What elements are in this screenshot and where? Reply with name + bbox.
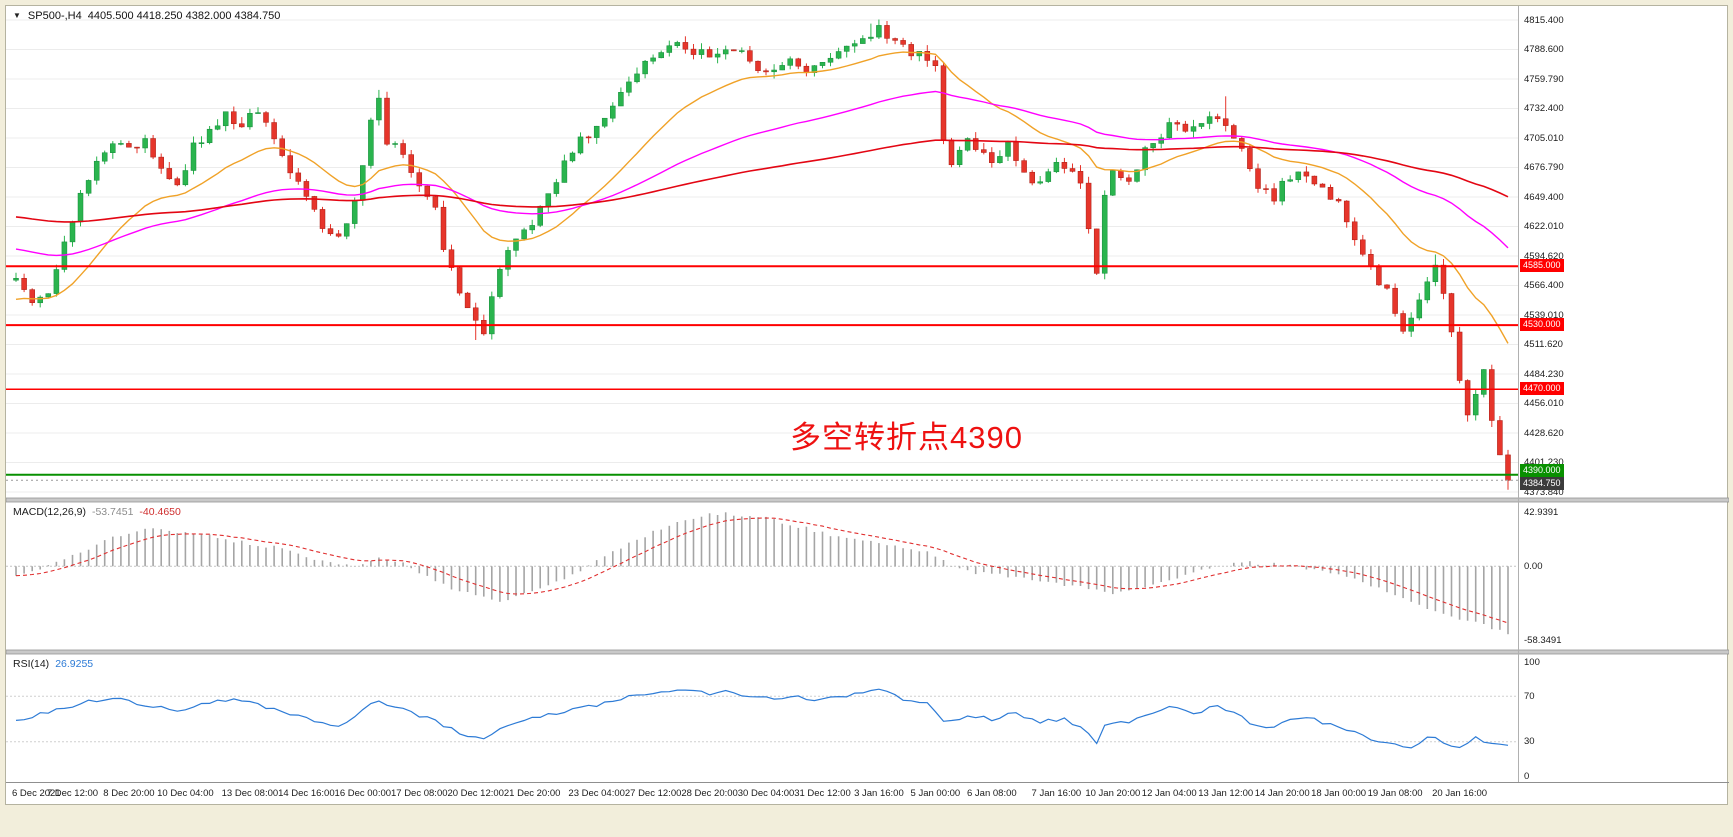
price-axis-label: 4788.600 xyxy=(1524,44,1564,55)
current-price-price-tag: 4384.750 xyxy=(1520,477,1564,491)
price-axis-label: 4732.400 xyxy=(1524,103,1564,114)
time-axis-label: 18 Jan 00:00 xyxy=(1311,788,1367,799)
macd-value-signal: -40.4650 xyxy=(139,506,181,518)
price-axis-label: 4759.790 xyxy=(1524,73,1564,85)
macd-axis-label: 0.00 xyxy=(1524,560,1543,572)
macd-axis-label: -58.3491 xyxy=(1524,634,1562,646)
macd-axis-label: 42.9391 xyxy=(1524,506,1559,518)
time-axis-label: 30 Dec 04:00 xyxy=(737,788,795,799)
price-axis-label: 4622.010 xyxy=(1524,221,1564,232)
support-4470-price-tag[interactable]: 4470.000 xyxy=(1520,382,1564,396)
time-axis-label: 19 Jan 08:00 xyxy=(1367,788,1423,799)
time-axis-label: 28 Dec 20:00 xyxy=(681,788,738,799)
time-axis-label: 13 Dec 08:00 xyxy=(221,788,279,799)
time-axis-label: 8 Dec 20:00 xyxy=(103,788,155,799)
annotation-text[interactable]: 多空转折点4390 xyxy=(790,420,1023,455)
time-axis-label: 7 Dec 12:00 xyxy=(46,788,99,799)
symbol-ohlc-values: 4405.500 4418.250 4382.000 4384.750 xyxy=(87,10,281,22)
time-axis-label: 3 Jan 16:00 xyxy=(854,788,904,799)
symbol-name: SP500-,H4 xyxy=(27,10,82,22)
turning-point-4390-price-tag[interactable]: 4390.000 xyxy=(1520,463,1564,477)
price-axis-label: 4428.620 xyxy=(1524,427,1564,439)
price-axis-label: 4815.400 xyxy=(1524,14,1564,26)
time-axis-label: 6 Jan 08:00 xyxy=(967,788,1017,799)
time-axis-label: 17 Dec 08:00 xyxy=(390,788,448,799)
time-axis-label: 31 Dec 12:00 xyxy=(794,788,851,799)
rsi-axis-label: 100 xyxy=(1524,656,1540,668)
time-axis-label: 10 Dec 04:00 xyxy=(157,788,214,799)
time-axis-label: 23 Dec 04:00 xyxy=(568,788,625,799)
time-axis-label: 14 Dec 16:00 xyxy=(278,788,335,799)
time-axis-label: 27 Dec 12:00 xyxy=(624,788,682,799)
time-axis-label: 6 Dec 2021 xyxy=(12,788,61,799)
macd-name: MACD(12,26,9) xyxy=(13,506,86,518)
price-axis-label: 4373.840 xyxy=(1524,486,1564,498)
price-axis-label: 4676.790 xyxy=(1524,162,1564,173)
time-axis-label: 7 Jan 16:00 xyxy=(1031,788,1082,799)
rsi-axis-label: 30 xyxy=(1524,736,1535,748)
price-axis-label: 4484.230 xyxy=(1524,368,1564,380)
price-axis-label: 4511.620 xyxy=(1524,339,1563,350)
time-axis-label: 10 Jan 20:00 xyxy=(1085,788,1141,799)
time-axis-label: 5 Jan 00:00 xyxy=(910,788,961,799)
time-axis-label: 20 Jan 16:00 xyxy=(1432,788,1488,799)
price-axis-label: 4705.010 xyxy=(1524,132,1564,144)
macd-value-main: -53.7451 xyxy=(91,506,134,518)
rsi-name: RSI(14) xyxy=(13,658,50,670)
symbol-header: ▼ SP500-,H4 4405.500 4418.250 4382.000 438… xyxy=(13,10,286,22)
price-axis-label: 4594.620 xyxy=(1524,250,1564,262)
resistance-4585-price-tag[interactable]: 4585.000 xyxy=(1520,259,1564,273)
price-axis-label: 4456.010 xyxy=(1524,398,1564,409)
rsi-axis-label: 0 xyxy=(1524,770,1530,782)
time-axis-label: 20 Dec 12:00 xyxy=(447,788,504,799)
rsi-axis-label: 70 xyxy=(1524,690,1535,702)
time-axis-label: 21 Dec 20:00 xyxy=(503,788,561,799)
price-axis-label: 4566.400 xyxy=(1524,280,1564,291)
axis-overlays: 4815.400 4788.600 4759.790 4732.400 4705.010… xyxy=(6,6,1729,806)
chart-canvas[interactable] xyxy=(6,6,1729,806)
time-axis-label: 14 Jan 20:00 xyxy=(1254,788,1310,799)
time-axis-label: 13 Jan 12:00 xyxy=(1198,788,1254,799)
time-axis-label: 16 Dec 00:00 xyxy=(334,788,392,799)
price-axis-label: 4401.230 xyxy=(1524,457,1564,468)
chart-window: ▼ SP500-,H4 4405.500 4418.250 4382.000 438… xyxy=(5,5,1729,806)
time-axis-label: 12 Jan 04:00 xyxy=(1141,788,1197,799)
rsi-indicator-label: RSI(14) 26.9255 xyxy=(13,658,99,670)
price-axis-label: 4539.010 xyxy=(1524,309,1564,321)
resistance-4530-price-tag[interactable]: 4530.000 xyxy=(1520,318,1564,332)
rsi-value: 26.9255 xyxy=(55,658,94,670)
price-axis-label: 4649.400 xyxy=(1524,191,1564,203)
collapse-arrow-icon[interactable]: ▼ xyxy=(13,11,21,20)
macd-indicator-label: MACD(12,26,9) -53.7451 -40.4650 xyxy=(13,506,187,518)
